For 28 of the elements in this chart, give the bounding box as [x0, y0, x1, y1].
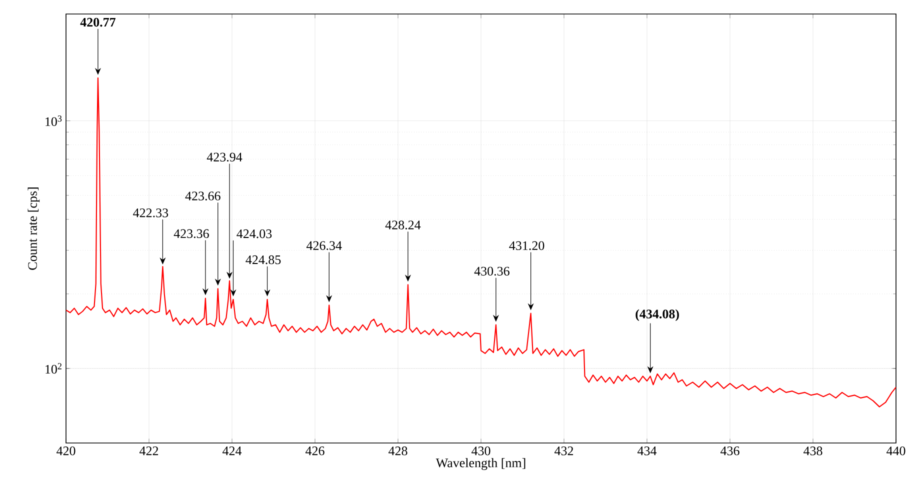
annotation: (434.08) [636, 309, 679, 322]
x-tick-label: 428 [388, 446, 408, 456]
line-series [66, 77, 896, 408]
annotation: 423.36 [174, 229, 209, 238]
x-tick-label: 424 [222, 446, 242, 456]
annotation: 423.94 [206, 152, 242, 162]
y-axis-title: Count rate [cps] [28, 188, 40, 270]
annotation: 424.85 [246, 255, 281, 264]
x-tick-label: 440 [886, 446, 906, 456]
x-tick-label: 420 [56, 446, 76, 456]
y-tick-label: 10$^{2}$ [46, 363, 62, 374]
x-tick-label: 422 [140, 446, 158, 456]
annotation: 426.34 [306, 241, 342, 250]
annotation: 423.66 [185, 192, 220, 200]
x-tick-label: 438 [803, 446, 822, 456]
x-tick-label: 434 [638, 446, 657, 456]
annotation: 420.77 [80, 18, 116, 27]
annotation: 424.03 [236, 229, 272, 238]
x-tick-label: 430 [472, 446, 490, 456]
x-tick-label: 436 [720, 446, 740, 456]
x-tick-label: 426 [306, 446, 324, 456]
y-tick-label: 10$^{3}$ [46, 116, 62, 126]
annotation: 431.20 [509, 241, 544, 250]
x-tick-label: 432 [554, 446, 574, 456]
x-axis-title: Wavelength [nm] [436, 458, 526, 470]
annotation: 422.33 [133, 208, 168, 218]
annotation: 430.36 [474, 266, 510, 276]
annotation: 428.24 [385, 220, 421, 230]
